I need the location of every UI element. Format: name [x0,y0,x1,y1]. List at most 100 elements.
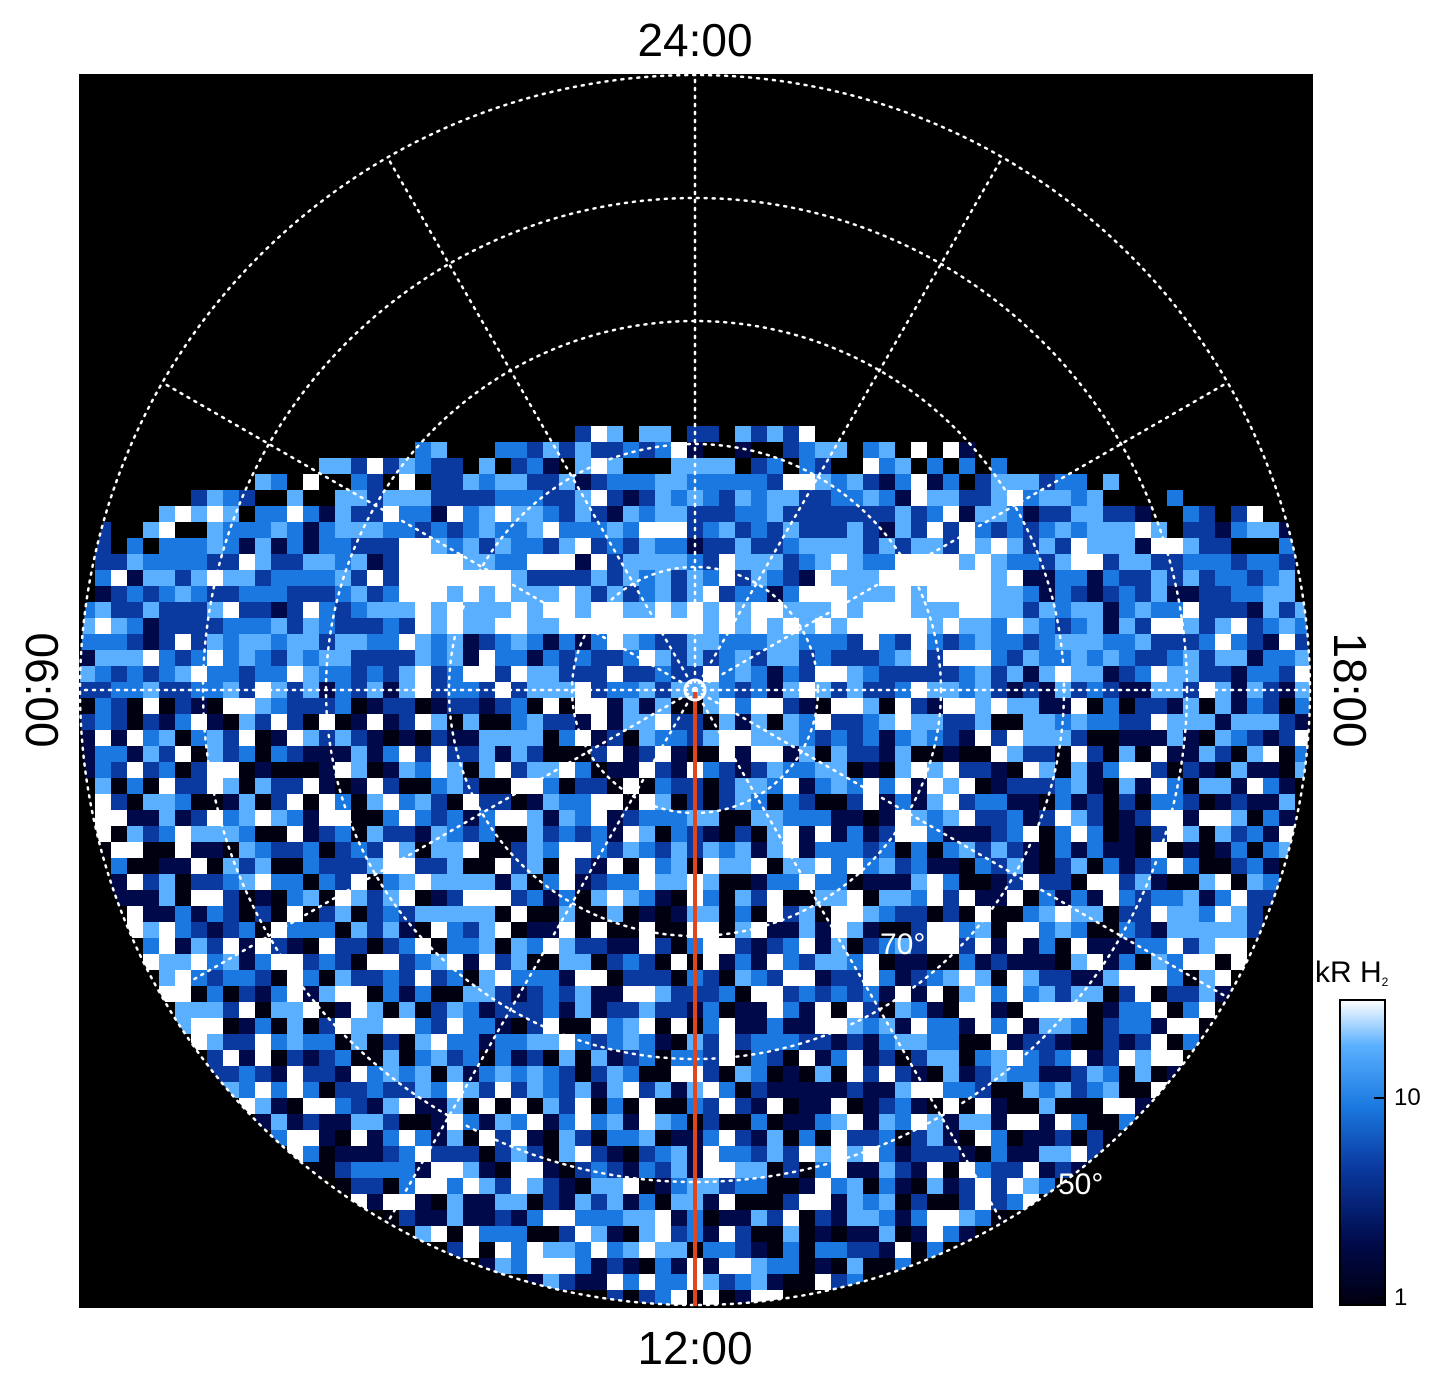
emission-cell-859 [559,650,575,666]
emission-cell-2277 [575,954,591,970]
emission-cell-280 [911,522,927,538]
emission-cell-3154 [623,1194,639,1210]
emission-cell-1627 [607,810,623,826]
emission-cell-1934 [767,874,783,890]
emission-cell-1454 [239,778,255,794]
emission-cell-83 [591,474,607,490]
emission-cell-196 [623,506,639,522]
emission-cell-3277 [815,1242,831,1258]
emission-cell-2505 [1007,1002,1023,1018]
emission-cell-87 [655,474,671,490]
emission-cell-412 [719,554,735,570]
emission-cell-1221 [191,730,207,746]
emission-cell-2432 [895,986,911,1002]
emission-cell-2971 [783,1130,799,1146]
emission-cell-1202 [1119,714,1135,730]
emission-cell-2917 [783,1114,799,1130]
emission-cell-48 [527,458,543,474]
emission-cell-757 [159,634,175,650]
emission-cell-972 [1135,666,1151,682]
emission-cell-498 [895,570,911,586]
emission-cell-1494 [879,778,895,794]
emission-cell-2381 [1151,970,1167,986]
emission-cell-1228 [303,730,319,746]
emission-cell-2605 [543,1034,559,1050]
emission-cell-2625 [863,1034,879,1050]
emission-cell-918 [271,666,287,682]
emission-cell-1167 [559,714,575,730]
emission-cell-1169 [591,714,607,730]
emission-cell-1356 [1119,746,1135,762]
emission-cell-1679 [239,826,255,842]
emission-cell-1311 [399,746,415,762]
emission-cell-781 [543,634,559,650]
emission-cell-2489 [751,1002,767,1018]
emission-cell-3297 [671,1258,687,1274]
emission-cell-979 [1247,666,1263,682]
emission-cell-1418 [879,762,895,778]
emission-cell-1903 [271,874,287,890]
emission-cell-1670 [95,826,111,842]
emission-cell-1545 [495,794,511,810]
emission-cell-2241 [1103,938,1119,954]
emission-cell-1655 [1055,810,1071,826]
emission-cell-3138 [367,1194,383,1210]
emission-cell-2698 [1039,1050,1055,1066]
emission-cell-2238 [1055,938,1071,954]
emission-cell-2071 [639,906,655,922]
emission-cell-901 [1231,650,1247,666]
emission-cell-1947 [975,874,991,890]
emission-cell-3250 [911,1226,927,1242]
emission-cell-2776 [351,1082,367,1098]
emission-cell-1396 [527,762,543,778]
emission-cell-801 [863,634,879,650]
emission-cell-2560 [847,1018,863,1034]
emission-cell-175 [287,506,303,522]
emission-cell-1220 [175,730,191,746]
emission-cell-2803 [783,1082,799,1098]
emission-cell-3307 [831,1258,847,1274]
emission-cell-3169 [863,1194,879,1210]
emission-cell-2681 [767,1050,783,1066]
emission-cell-1344 [927,746,943,762]
emission-cell-3018 [703,1146,719,1162]
emission-cell-663 [1119,602,1135,618]
emission-cell-685 [239,618,255,634]
emission-cell-2173 [1135,922,1151,938]
emission-cell-1312 [415,746,431,762]
emission-cell-1074 [303,698,319,714]
emission-cell-1834 [335,858,351,874]
emission-cell-1330 [703,746,719,762]
emission-cell-1612 [367,810,383,826]
emission-cell-2715 [335,1066,351,1082]
emission-cell-2996 [351,1146,367,1162]
emission-cell-2060 [463,906,479,922]
emission-cell-3155 [639,1194,655,1210]
emission-cell-2770 [255,1082,271,1098]
emission-cell-1823 [159,858,175,874]
emission-cell-471 [463,570,479,586]
emission-cell-1853 [639,858,655,874]
emission-cell-580 [1007,586,1023,602]
emission-cell-3300 [719,1258,735,1274]
emission-cell-228 [1135,506,1151,522]
emission-cell-2039 [127,906,143,922]
emission-cell-646 [847,602,863,618]
emission-cell-2925 [911,1114,927,1130]
emission-cell-1333 [751,746,767,762]
emission-cell-247 [383,522,399,538]
emission-cell-2642 [1135,1034,1151,1050]
emission-cell-3215 [943,1210,959,1226]
emission-cell-1480 [655,778,671,794]
emission-cell-411 [703,554,719,570]
emission-cell-558 [655,586,671,602]
emission-cell-1786 [751,842,767,858]
emission-cell-1309 [367,746,383,762]
emission-cell-2251 [159,954,175,970]
emission-cell-149 [815,490,831,506]
emission-cell-1148 [255,714,271,730]
emission-cell-2519 [191,1018,207,1034]
emission-cell-1170 [607,714,623,730]
emission-cell-138 [639,490,655,506]
emission-cell-3178 [1007,1194,1023,1210]
